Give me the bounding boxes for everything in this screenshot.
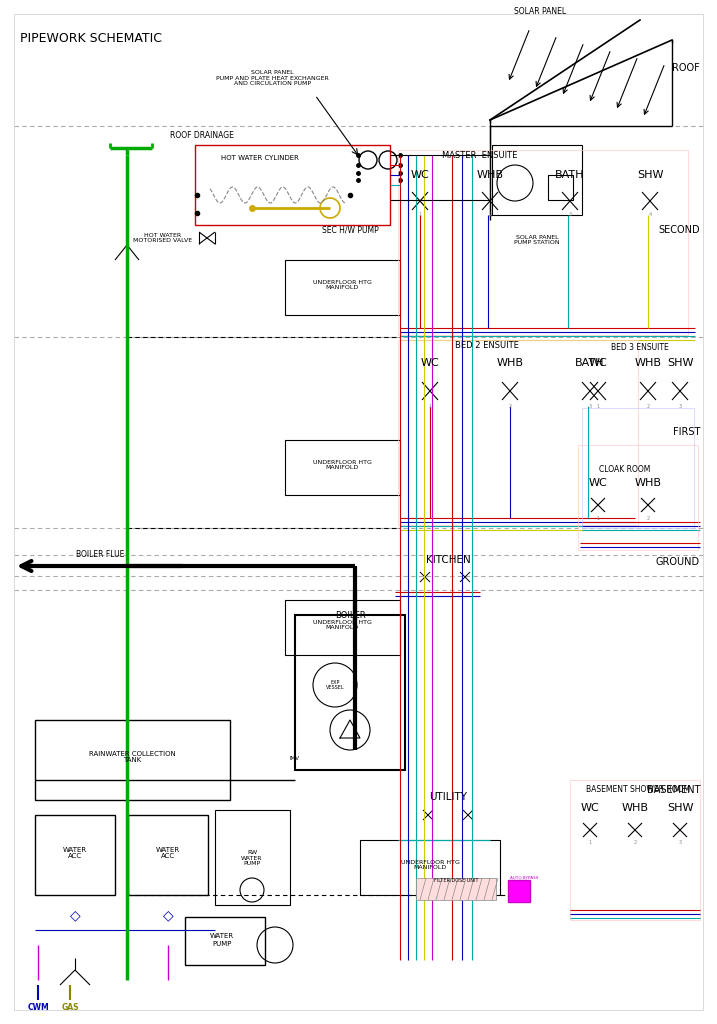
Text: UTILITY: UTILITY [429, 792, 467, 802]
Bar [35, 815, 115, 895]
Text: WC: WC [589, 358, 607, 368]
Text: SHW: SHW [667, 358, 693, 368]
Text: WHB: WHB [635, 478, 662, 488]
Bar [195, 145, 390, 225]
Text: WHB: WHB [635, 358, 662, 368]
Text: 4: 4 [648, 213, 652, 217]
Text: 1: 1 [597, 404, 599, 410]
Text: BOILER FLUE: BOILER FLUE [76, 550, 124, 559]
Bar [295, 615, 405, 770]
Bar [582, 408, 694, 528]
Bar [416, 878, 496, 900]
Text: HOT WATER CYLINDER: HOT WATER CYLINDER [221, 155, 299, 161]
Text: 1: 1 [597, 515, 599, 520]
Text: 2: 2 [647, 404, 650, 410]
Text: IMV: IMV [290, 756, 300, 761]
Text: UNDERFLOOR HTG
MANIFOLD: UNDERFLOOR HTG MANIFOLD [313, 280, 371, 291]
Bar [285, 440, 400, 495]
Bar [570, 780, 700, 920]
Text: 2: 2 [647, 515, 650, 520]
Text: WATER
PUMP: WATER PUMP [210, 934, 234, 946]
Text: RAINWATER COLLECTION
TANK: RAINWATER COLLECTION TANK [89, 751, 176, 764]
Text: GROUND: GROUND [656, 557, 700, 567]
Text: ROOF DRAINAGE: ROOF DRAINAGE [170, 131, 234, 140]
Text: SOLAR PANEL
PUMP AND PLATE HEAT EXCHANGER
AND CIRCULATION PUMP: SOLAR PANEL PUMP AND PLATE HEAT EXCHANGE… [216, 70, 328, 86]
Text: SEC H/W PUMP: SEC H/W PUMP [322, 225, 379, 234]
Text: WC: WC [411, 170, 429, 180]
Text: GAS: GAS [61, 1004, 79, 1013]
Bar [215, 810, 290, 905]
Bar [185, 918, 265, 965]
Text: SOLAR PANEL
PUMP STATION: SOLAR PANEL PUMP STATION [514, 234, 560, 246]
Text: MASTER  ENSUITE: MASTER ENSUITE [442, 151, 518, 160]
Bar [128, 815, 208, 895]
Text: BASEMENT SHOWER ROOM: BASEMENT SHOWER ROOM [586, 785, 690, 795]
Text: BATH: BATH [575, 358, 604, 368]
Text: BOILER: BOILER [335, 610, 366, 620]
Text: EXP
VESSEL: EXP VESSEL [326, 680, 344, 690]
Text: RW
WATER
PUMP: RW WATER PUMP [241, 850, 262, 866]
Text: ◇: ◇ [70, 908, 80, 922]
Bar [578, 445, 698, 550]
Text: 1: 1 [419, 213, 422, 217]
Text: BED 2 ENSUITE: BED 2 ENSUITE [455, 341, 519, 349]
Text: WATER
ACC: WATER ACC [156, 847, 180, 859]
Text: WC: WC [421, 358, 440, 368]
Text: 3: 3 [678, 841, 682, 846]
Text: 1: 1 [589, 841, 592, 846]
Bar [285, 600, 400, 655]
Bar [398, 340, 638, 525]
Text: AUTO BYPASS: AUTO BYPASS [510, 876, 538, 880]
Text: KITCHEN: KITCHEN [426, 555, 470, 565]
Bar [285, 260, 400, 315]
Text: PIPEWORK SCHEMATIC: PIPEWORK SCHEMATIC [20, 32, 162, 45]
Bar [35, 720, 230, 800]
Text: 3: 3 [569, 213, 571, 217]
Text: UNDERFLOOR HTG
MANIFOLD: UNDERFLOOR HTG MANIFOLD [313, 460, 371, 470]
Text: 2: 2 [508, 403, 511, 409]
Text: 2: 2 [488, 213, 492, 217]
Text: 3: 3 [589, 403, 592, 409]
Bar [492, 145, 582, 215]
Text: FIRST: FIRST [673, 427, 700, 437]
Text: BED 3 ENSUITE: BED 3 ENSUITE [611, 343, 669, 352]
Text: 3: 3 [678, 404, 682, 410]
Text: CLOAK ROOM: CLOAK ROOM [599, 466, 651, 474]
Bar [398, 150, 688, 335]
Text: WATER
ACC: WATER ACC [63, 847, 87, 859]
Text: WHB: WHB [622, 803, 648, 813]
Text: FILTER/DOSE UNIT: FILTER/DOSE UNIT [434, 877, 478, 882]
Text: CWM: CWM [27, 1004, 49, 1013]
Text: ROOF: ROOF [673, 63, 700, 73]
Text: UNDERFLOOR HTG
MANIFOLD: UNDERFLOOR HTG MANIFOLD [313, 620, 371, 631]
Text: BASEMENT: BASEMENT [647, 785, 700, 795]
Text: WHB: WHB [496, 358, 523, 368]
Text: BATH: BATH [555, 170, 585, 180]
Text: SECOND: SECOND [658, 225, 700, 234]
Text: SHW: SHW [667, 803, 693, 813]
Bar [508, 880, 530, 902]
Text: ◇: ◇ [163, 908, 174, 922]
Text: WC: WC [589, 478, 607, 488]
Text: UNDERFLOOR HTG
MANIFOLD: UNDERFLOOR HTG MANIFOLD [401, 859, 460, 870]
Text: 1: 1 [429, 403, 432, 409]
Text: 2: 2 [633, 841, 637, 846]
Bar [548, 175, 573, 200]
Text: WHB: WHB [477, 170, 503, 180]
Text: HOT WATER
MOTORISED VALVE: HOT WATER MOTORISED VALVE [133, 232, 193, 244]
Text: SHW: SHW [637, 170, 663, 180]
Bar [360, 840, 500, 895]
Text: SOLAR PANEL: SOLAR PANEL [514, 7, 566, 16]
Text: WC: WC [581, 803, 599, 813]
